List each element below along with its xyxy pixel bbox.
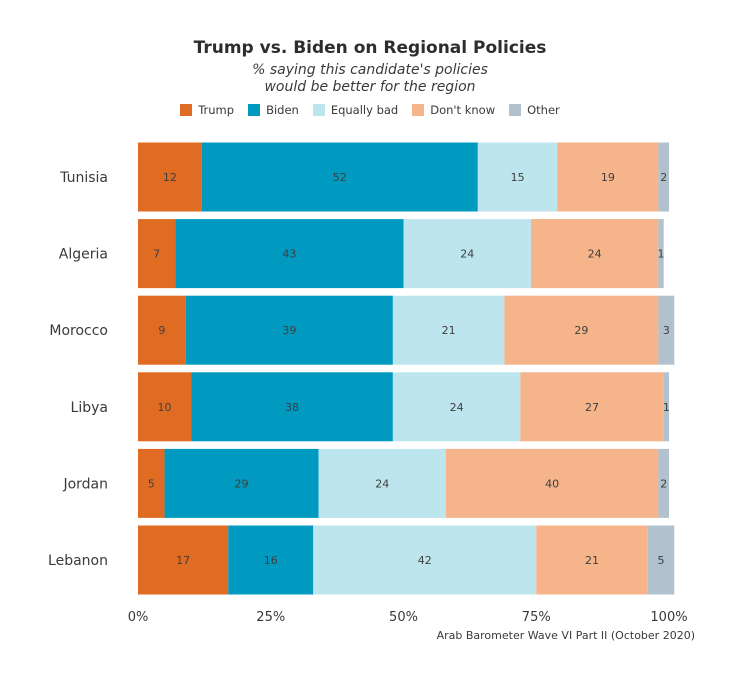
x-tick-label: 50% (389, 610, 418, 625)
data-label-libya-don-t-know: 27 (585, 401, 599, 414)
legend-item-equally-bad: Equally bad (312, 103, 399, 117)
legend-label-other: Other (527, 103, 560, 117)
data-label-jordan-trump: 5 (148, 477, 155, 490)
chart-title: Trump vs. Biden on Regional Policies (193, 38, 547, 58)
legend-swatch-dont-know (412, 104, 425, 116)
data-label-tunisia-biden: 52 (333, 171, 347, 184)
data-label-jordan-other: 2 (660, 477, 667, 490)
legend-swatch-equally-bad (312, 104, 325, 116)
data-label-libya-equally-bad: 24 (450, 401, 464, 414)
legend-item-other: Other (509, 103, 560, 117)
data-label-lebanon-don-t-know: 21 (585, 554, 599, 567)
data-label-morocco-equally-bad: 21 (442, 324, 456, 337)
bar-libya-biden (191, 372, 393, 442)
data-label-jordan-biden: 29 (235, 477, 249, 490)
bar-algeria-equally-bad (403, 219, 531, 289)
bar-algeria-other (658, 219, 664, 289)
bar-jordan-other (658, 448, 669, 518)
source-note: Arab Barometer Wave VI Part II (October … (436, 629, 695, 642)
data-label-libya-trump: 10 (158, 401, 172, 414)
legend-swatch-other (509, 104, 522, 116)
bar-libya-don-t-know (520, 372, 664, 442)
bar-lebanon-trump (138, 525, 229, 595)
legend-item-biden: Biden (248, 103, 299, 117)
bar-algeria-trump (138, 219, 176, 289)
x-tick-label: 0% (128, 610, 149, 625)
category-label-morocco: Morocco (49, 323, 108, 339)
bar-lebanon-biden (228, 525, 314, 595)
bar-jordan-biden (164, 448, 319, 518)
data-label-tunisia-equally-bad: 15 (511, 171, 525, 184)
legend-swatch-biden (248, 104, 261, 116)
bar-jordan-don-t-know (445, 448, 659, 518)
bar-lebanon-equally-bad (313, 525, 537, 595)
bar-tunisia-other (658, 142, 669, 212)
bar-tunisia-biden (201, 142, 478, 212)
data-label-algeria-don-t-know: 24 (588, 248, 602, 261)
bar-algeria-don-t-know (530, 219, 659, 289)
data-label-jordan-don-t-know: 40 (545, 477, 559, 490)
chart-subtitle-line1: % saying this candidate's policies (252, 62, 488, 78)
bar-tunisia-trump (138, 142, 202, 212)
data-label-algeria-other: 1 (658, 248, 665, 261)
data-label-algeria-trump: 7 (153, 248, 160, 261)
bar-jordan-equally-bad (318, 448, 446, 518)
legend: Trump Biden Equally bad Don't know Other (0, 103, 740, 117)
data-label-lebanon-other: 5 (658, 554, 665, 567)
legend-label-biden: Biden (266, 103, 299, 117)
legend-label-equally-bad: Equally bad (330, 103, 399, 117)
data-label-lebanon-biden: 16 (264, 554, 278, 567)
category-label-lebanon: Lebanon (48, 553, 108, 569)
x-tick-label: 25% (256, 610, 285, 625)
category-label-tunisia: Tunisia (59, 170, 108, 186)
data-label-jordan-equally-bad: 24 (375, 477, 389, 490)
data-label-lebanon-trump: 17 (176, 554, 190, 567)
bar-morocco-equally-bad (392, 295, 505, 365)
bar-lebanon-other (647, 525, 675, 595)
data-label-algeria-biden: 43 (282, 248, 296, 261)
legend-label-trump: Trump (198, 103, 235, 117)
x-tick-label: 75% (522, 610, 551, 625)
data-label-morocco-trump: 9 (158, 324, 165, 337)
data-label-libya-biden: 38 (285, 401, 299, 414)
legend-swatch-trump (180, 104, 193, 116)
bar-morocco-biden (185, 295, 393, 365)
data-label-tunisia-don-t-know: 19 (601, 171, 615, 184)
bar-lebanon-don-t-know (536, 525, 648, 595)
bar-libya-equally-bad (392, 372, 521, 442)
data-label-lebanon-equally-bad: 42 (418, 554, 432, 567)
data-label-morocco-don-t-know: 29 (574, 324, 588, 337)
bar-libya-other (663, 372, 669, 442)
data-label-tunisia-trump: 12 (163, 171, 177, 184)
bar-tunisia-don-t-know (557, 142, 659, 212)
data-label-morocco-other: 3 (663, 324, 670, 337)
x-tick-label: 100% (650, 610, 687, 625)
data-label-algeria-equally-bad: 24 (460, 248, 474, 261)
data-label-libya-other: 1 (663, 401, 670, 414)
bar-jordan-trump (138, 448, 165, 518)
legend-item-trump: Trump (180, 103, 234, 117)
bar-morocco-other (658, 295, 675, 365)
bar-algeria-biden (175, 219, 404, 289)
category-label-algeria: Algeria (59, 247, 108, 263)
data-label-tunisia-other: 2 (660, 171, 667, 184)
category-label-libya: Libya (71, 400, 108, 416)
legend-item-dont-know: Don't know (412, 103, 495, 117)
data-label-morocco-biden: 39 (282, 324, 296, 337)
bar-morocco-don-t-know (504, 295, 659, 365)
legend-label-dont-know: Don't know (430, 103, 496, 117)
bar-tunisia-equally-bad (477, 142, 558, 212)
category-label-jordan: Jordan (62, 476, 108, 492)
bar-libya-trump (138, 372, 192, 442)
bar-morocco-trump (138, 295, 186, 365)
chart-subtitle-line2: would be better for the region (264, 79, 476, 95)
